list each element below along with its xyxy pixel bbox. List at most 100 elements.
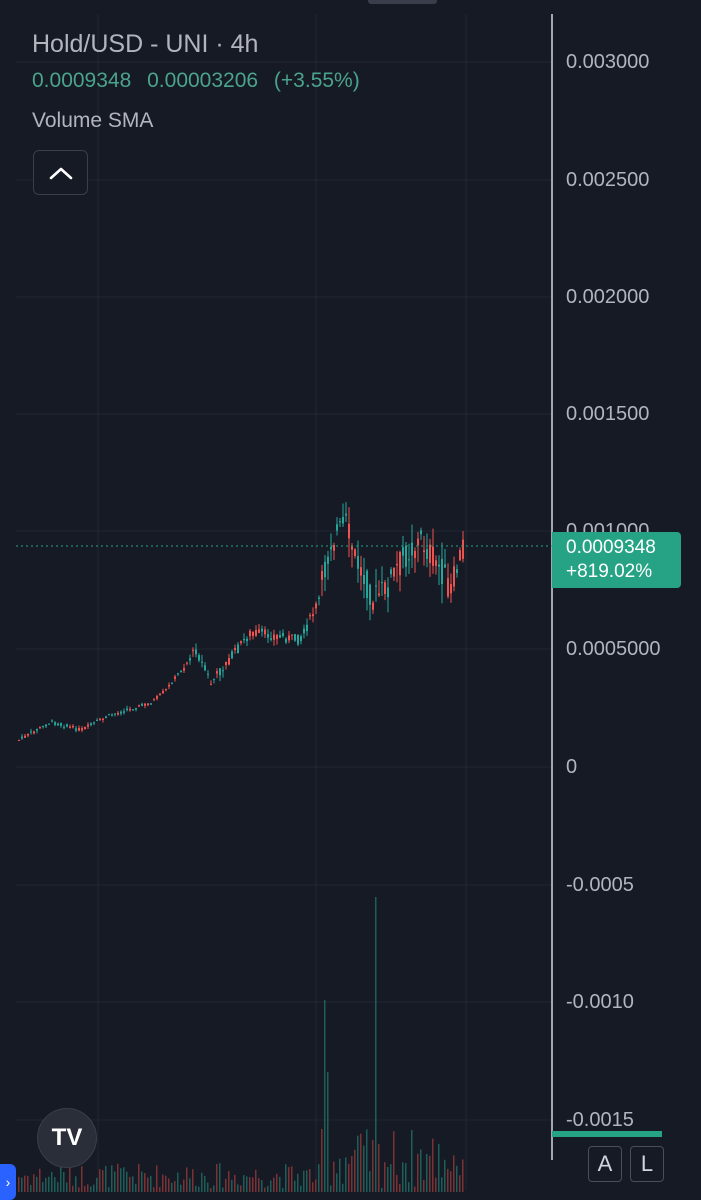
last-price: 0.0009348 [32,69,132,92]
volume-bar [297,1173,299,1192]
volume-bar [222,1187,224,1192]
volume-bar [138,1164,140,1192]
volume-bar [216,1163,218,1192]
volume-bar [126,1171,128,1192]
volume-bar [54,1177,56,1192]
candle-body [33,731,35,734]
candle-body [156,696,158,699]
grid [16,14,552,1190]
candle-body [333,545,335,551]
volume-bar [159,1187,161,1192]
volume-bar [78,1187,80,1192]
volume-bar [360,1133,362,1192]
candle-body [459,550,461,561]
candle-body [225,661,227,666]
candle-body [45,724,47,727]
candle-body [393,567,395,577]
collapse-legend-button[interactable] [33,150,88,195]
candle-body [456,569,458,573]
candle-body [321,571,323,580]
volume-bar [246,1176,248,1192]
candle-body [231,651,233,659]
volume-bar [204,1175,206,1192]
candle-body [153,699,155,701]
candle-body [270,638,272,640]
candle-body [180,670,182,672]
candle-body [213,678,215,680]
tradingview-logo-icon[interactable]: TV [37,1108,97,1168]
volume-bar [45,1177,47,1192]
candle-body [342,516,344,524]
candle-body [243,639,245,641]
volume-bar [423,1179,425,1192]
candle-body [402,547,404,556]
volume-bar [261,1180,263,1192]
volume-bar [429,1155,431,1192]
candle-body [228,658,230,665]
volume-bar [432,1138,434,1192]
volume-bar [444,1159,446,1192]
top-drag-tab[interactable] [368,0,437,4]
candle-body [327,556,329,564]
volume-bars [18,897,464,1192]
candle-body [441,558,443,585]
volume-bar [279,1176,281,1192]
candle-body [141,703,143,706]
candle-body [246,638,248,642]
candle-body [132,709,134,711]
candle-body [324,561,326,578]
volume-bar [120,1168,122,1192]
candle-body [237,644,239,654]
volume-bar [369,1171,371,1192]
volume-bar [156,1165,158,1192]
volume-bar [336,1173,338,1192]
volume-bar [51,1171,53,1192]
candle-body [27,733,29,736]
volume-bar [93,1184,95,1192]
volume-bar [117,1163,119,1192]
volume-bar [66,1182,68,1192]
volume-bar [225,1178,227,1192]
volume-bar [36,1176,38,1192]
candle-body [60,723,62,726]
candle-body [222,670,224,672]
candle-body [288,635,290,641]
candle-body [252,631,254,636]
volume-bar [363,1145,365,1192]
volume-bar [411,1129,413,1192]
volume-bar [81,1166,83,1192]
volume-bar [354,1149,356,1192]
volume-bar [39,1168,41,1192]
axis-tick-label: -0.0010 [566,991,634,1013]
volume-bar [399,1183,401,1192]
candle-body [408,559,410,561]
volume-bar [195,1185,197,1192]
volume-bar [264,1187,266,1192]
symbol-title[interactable]: Hold/USD - UNI · 4h [32,30,259,58]
axis-tick-label: 0.0005000 [566,638,661,660]
candle-body [126,708,128,710]
expand-panel-handle[interactable]: › [0,1164,16,1200]
axis-tick-label: 0.002500 [566,169,650,191]
candle-body [420,530,422,535]
candle-body [123,711,125,713]
candle-body [81,728,83,731]
volume-bar [123,1167,125,1192]
volume-bar [378,1144,380,1192]
study-volume-sma[interactable]: Volume SMA [32,109,154,132]
auto-scale-button[interactable]: A [588,1146,622,1182]
candle-body [354,549,356,557]
candle-body [207,673,209,675]
volume-bar [162,1174,164,1192]
log-scale-button[interactable]: L [630,1146,664,1182]
volume-bar [234,1174,236,1192]
volume-bar [186,1167,188,1192]
volume-bar [201,1172,203,1192]
volume-bar [165,1175,167,1192]
volume-bar [270,1180,272,1192]
volume-bar [390,1164,392,1192]
volume-bar [267,1185,269,1192]
volume-bar [180,1184,182,1192]
volume-bar [33,1174,35,1192]
candle-body [24,735,26,738]
